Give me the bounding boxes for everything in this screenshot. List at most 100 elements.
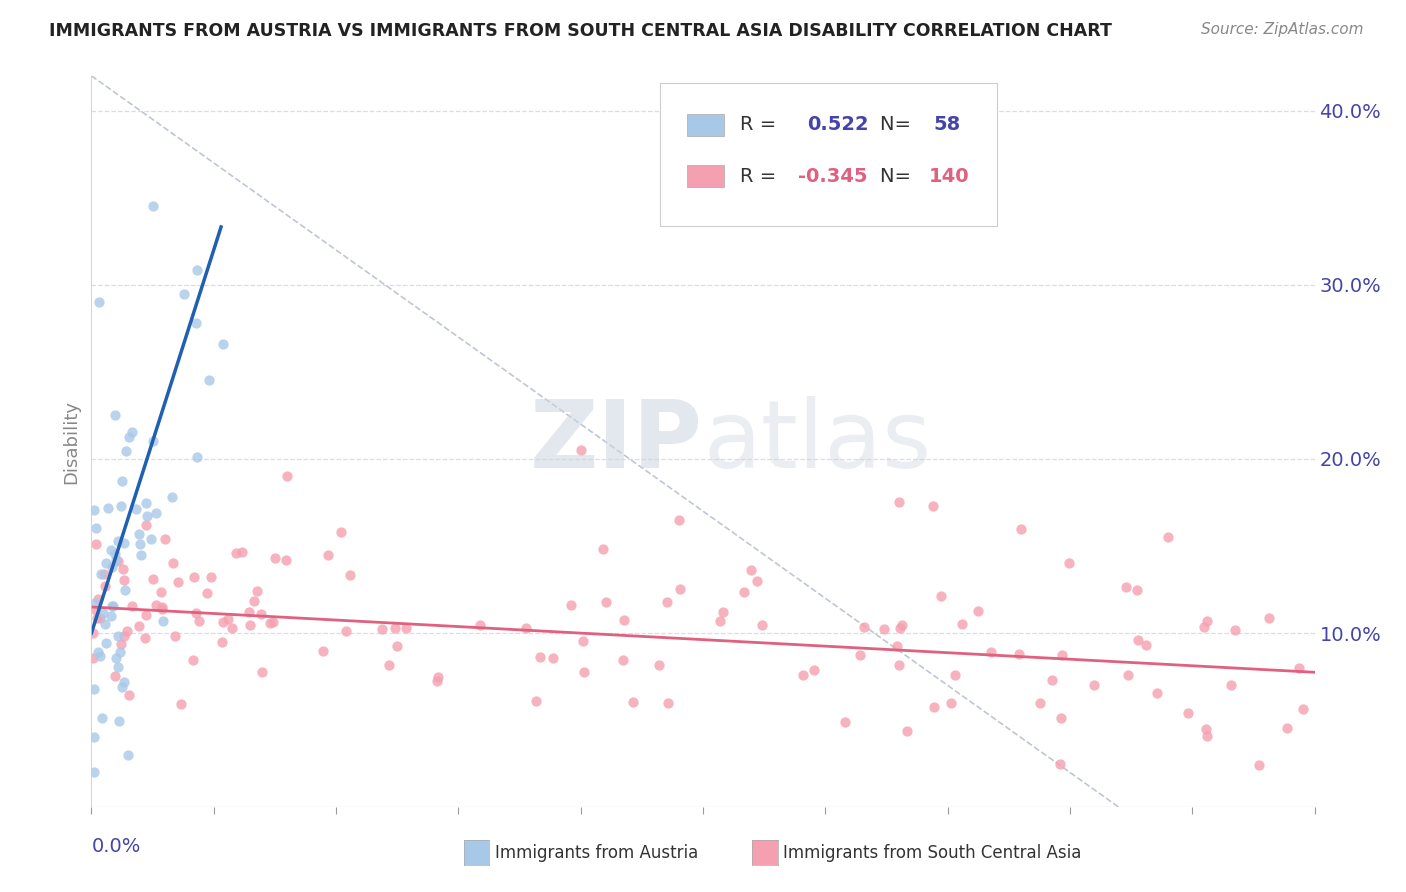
Point	[89, 611, 111, 625]
Point	[112, 675, 135, 690]
Point	[82, 625, 104, 640]
Point	[131, 548, 153, 562]
Point	[145, 599, 167, 613]
Point	[110, 500, 132, 514]
Point	[887, 495, 910, 509]
Point	[276, 469, 298, 483]
Point	[873, 622, 896, 636]
Point	[339, 568, 361, 582]
Point	[111, 474, 134, 488]
Point	[889, 621, 911, 635]
Point	[115, 624, 138, 639]
Point	[101, 559, 124, 574]
Point	[1157, 530, 1180, 544]
Point	[541, 651, 564, 665]
Point	[647, 657, 669, 672]
Point	[129, 537, 152, 551]
Point	[669, 582, 692, 596]
Point	[135, 517, 157, 532]
Point	[574, 665, 596, 679]
Point	[623, 695, 645, 709]
Point	[312, 644, 335, 658]
Text: ZIP: ZIP	[530, 395, 703, 488]
Point	[515, 621, 537, 635]
Text: Source: ZipAtlas.com: Source: ZipAtlas.com	[1201, 22, 1364, 37]
Point	[1118, 668, 1140, 682]
Point	[184, 316, 207, 330]
Point	[250, 607, 273, 621]
Point	[128, 527, 150, 541]
Point	[212, 336, 235, 351]
Point	[198, 373, 221, 387]
Point	[238, 618, 260, 632]
Point	[83, 765, 105, 780]
Point	[134, 631, 156, 645]
Text: Immigrants from South Central Asia: Immigrants from South Central Asia	[783, 844, 1081, 862]
Point	[188, 615, 211, 629]
Point	[1288, 661, 1310, 675]
Point	[150, 602, 173, 616]
FancyBboxPatch shape	[688, 114, 724, 136]
Point	[141, 199, 163, 213]
Point	[1223, 624, 1246, 638]
Point	[145, 507, 167, 521]
Point	[142, 572, 165, 586]
Point	[1277, 721, 1299, 735]
Point	[613, 613, 636, 627]
Point	[112, 536, 135, 550]
Point	[1249, 757, 1271, 772]
Point	[1057, 556, 1080, 570]
Point	[259, 616, 281, 631]
Point	[212, 615, 235, 629]
Point	[184, 606, 207, 620]
Text: N=: N=	[880, 115, 918, 135]
Point	[94, 579, 117, 593]
Y-axis label: Disability: Disability	[62, 400, 80, 483]
Point	[246, 584, 269, 599]
Point	[939, 696, 962, 710]
Point	[83, 596, 105, 610]
Point	[104, 547, 127, 561]
Point	[335, 624, 357, 638]
Text: Immigrants from Austria: Immigrants from Austria	[495, 844, 699, 862]
Text: R =: R =	[740, 115, 782, 135]
Point	[427, 670, 450, 684]
Point	[186, 450, 208, 464]
Point	[1083, 678, 1105, 692]
Point	[243, 593, 266, 607]
Point	[107, 629, 129, 643]
Point	[250, 665, 273, 679]
FancyBboxPatch shape	[661, 83, 997, 226]
Point	[84, 521, 107, 535]
Point	[114, 582, 136, 597]
Point	[740, 563, 762, 577]
Point	[592, 541, 614, 556]
Point	[922, 500, 945, 514]
Point	[152, 614, 174, 628]
Point	[747, 574, 769, 588]
Point	[195, 586, 218, 600]
Point	[274, 553, 297, 567]
Point	[111, 562, 134, 576]
Point	[886, 639, 908, 653]
Point	[84, 537, 107, 551]
Text: 140: 140	[929, 167, 970, 186]
Point	[110, 637, 132, 651]
Point	[1050, 648, 1073, 662]
Point	[612, 653, 634, 667]
Point	[128, 619, 150, 633]
Point	[595, 595, 617, 609]
Point	[1292, 702, 1315, 716]
Point	[100, 599, 122, 613]
Text: 58: 58	[934, 115, 960, 135]
Point	[370, 622, 392, 636]
Point	[967, 604, 990, 618]
Point	[139, 533, 162, 547]
Point	[104, 651, 127, 665]
Point	[183, 570, 205, 584]
Point	[83, 681, 105, 696]
Point	[90, 567, 112, 582]
Point	[91, 607, 114, 621]
Point	[111, 680, 134, 694]
Point	[141, 434, 163, 448]
